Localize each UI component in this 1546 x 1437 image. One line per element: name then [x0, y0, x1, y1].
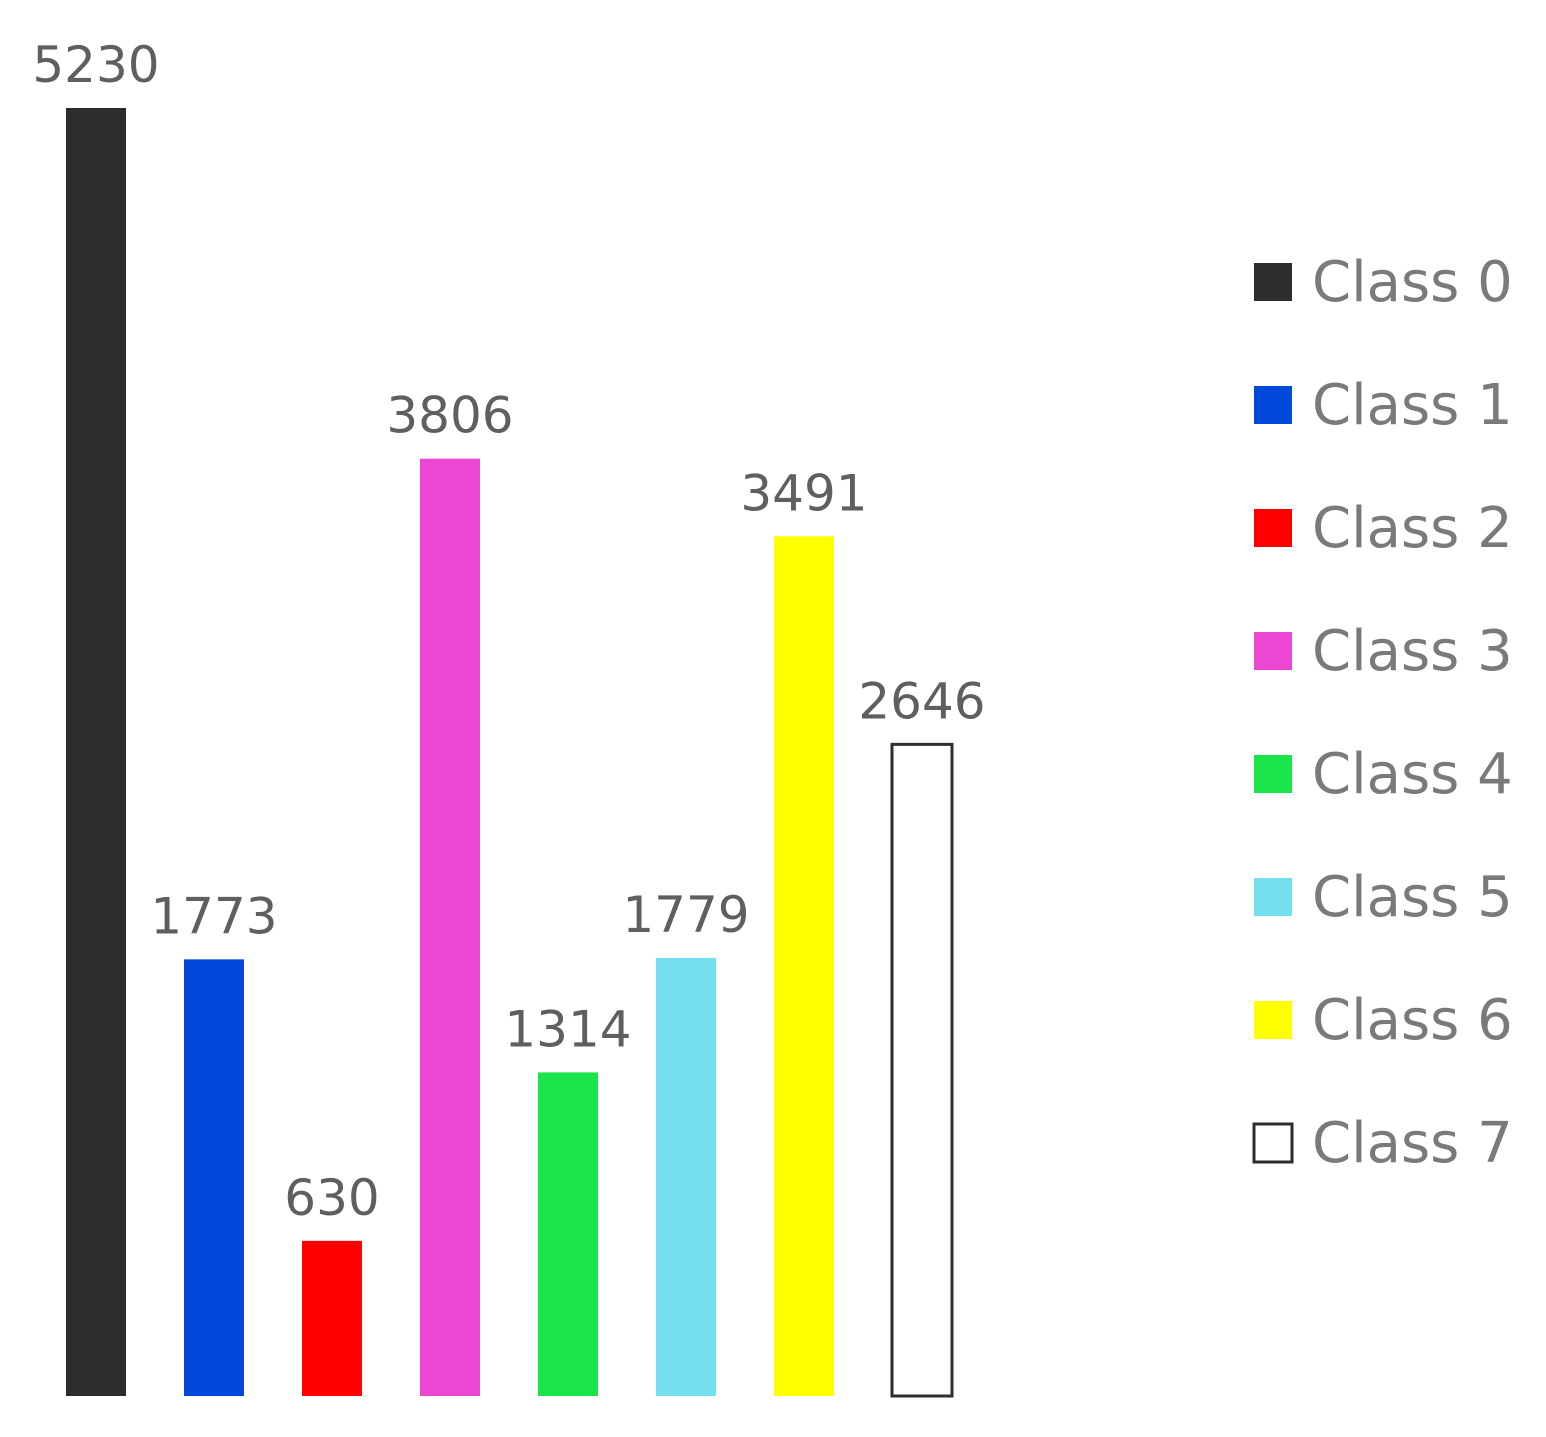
value-label-class-5: 1779 [622, 886, 749, 944]
bar-class-4 [538, 1072, 598, 1396]
bar-class-0 [66, 108, 126, 1396]
bar-class-3 [420, 458, 480, 1396]
legend-swatch-class-7 [1252, 1122, 1294, 1164]
bar-class-5 [656, 957, 716, 1396]
legend-label-class-2: Class 2 [1312, 496, 1513, 561]
bar-class-7 [890, 742, 954, 1398]
legend-item-class-7: Class 7 [1252, 1111, 1513, 1176]
legend-swatch-class-2 [1254, 509, 1292, 547]
value-label-class-1: 1773 [150, 887, 277, 945]
value-label-class-0: 5230 [32, 36, 159, 94]
value-label-class-3: 3806 [386, 387, 513, 445]
legend-swatch-class-3 [1254, 632, 1292, 670]
value-label-class-2: 630 [284, 1169, 379, 1227]
bar-class-1 [184, 959, 244, 1396]
legend-label-class-5: Class 5 [1312, 865, 1513, 930]
bar-class-6 [774, 536, 834, 1396]
legend-label-class-1: Class 1 [1312, 373, 1513, 438]
legend-label-class-3: Class 3 [1312, 619, 1513, 684]
legend-label-class-6: Class 6 [1312, 988, 1513, 1053]
legend-swatch-class-4 [1254, 755, 1292, 793]
legend-label-class-4: Class 4 [1312, 742, 1513, 807]
legend-item-class-6: Class 6 [1254, 988, 1513, 1053]
legend-item-class-3: Class 3 [1254, 619, 1513, 684]
legend-label-class-7: Class 7 [1312, 1111, 1513, 1176]
legend-item-class-1: Class 1 [1254, 373, 1513, 438]
legend-swatch-class-6 [1254, 1001, 1292, 1039]
value-label-class-4: 1314 [504, 1000, 631, 1058]
value-label-class-7: 2646 [858, 672, 985, 730]
legend-item-class-4: Class 4 [1254, 742, 1513, 807]
bars-group [66, 108, 954, 1398]
legend-item-class-5: Class 5 [1254, 865, 1513, 930]
value-labels-group: 5230 1773 630 3806 1314 1779 3491 2646 [32, 36, 985, 1227]
legend: Class 0 Class 1 Class 2 Class 3 Class 4 Class… [1252, 250, 1513, 1176]
legend-swatch-class-1 [1254, 386, 1292, 424]
legend-label-class-0: Class 0 [1312, 250, 1513, 315]
legend-swatch-class-5 [1254, 878, 1292, 916]
value-label-class-6: 3491 [740, 464, 867, 522]
bar-class-2 [302, 1240, 362, 1396]
legend-item-class-2: Class 2 [1254, 496, 1513, 561]
legend-item-class-0: Class 0 [1254, 250, 1513, 315]
legend-swatch-class-0 [1254, 263, 1292, 301]
